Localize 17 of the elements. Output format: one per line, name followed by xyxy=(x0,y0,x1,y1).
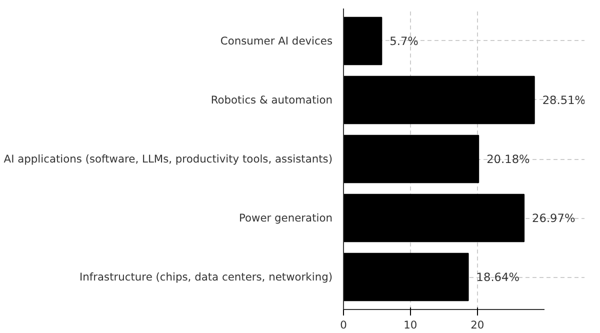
y-tick-label: Robotics & automation xyxy=(210,93,333,106)
bar xyxy=(344,252,469,302)
data-label: 20.18% xyxy=(486,152,530,166)
data-label: 26.97% xyxy=(532,211,576,226)
y-tick-label: Infrastructure (chips, data centers, networking) xyxy=(79,270,333,284)
x-tick-label: 20 xyxy=(470,318,484,332)
y-tick-label: Consumer AI devices xyxy=(220,34,333,48)
data-label: 5.7% xyxy=(390,34,419,48)
bar xyxy=(344,194,525,242)
x-tick-label: 10 xyxy=(404,318,418,332)
bar xyxy=(344,134,480,184)
y-tick-label: Power generation xyxy=(238,212,333,225)
bar xyxy=(344,16,382,66)
y-tick-label: AI applications (software, LLMs, productivity tools, assistants) xyxy=(4,152,333,166)
data-label: 18.64% xyxy=(476,270,520,284)
x-tick-label: 0 xyxy=(340,318,348,332)
bar xyxy=(344,76,535,124)
